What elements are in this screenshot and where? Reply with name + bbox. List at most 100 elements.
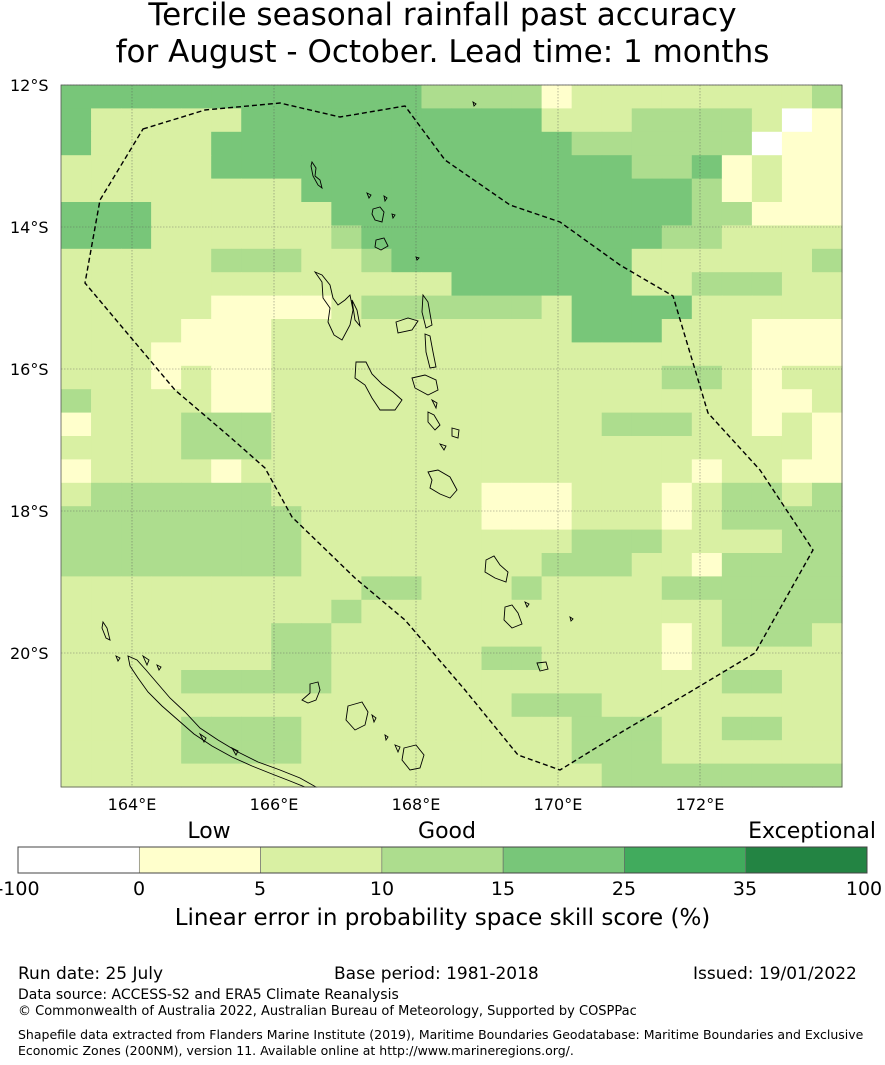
grid-cell [601,108,633,133]
grid-cell [661,740,693,765]
grid-cell [121,763,152,788]
grid-cell [181,482,212,507]
grid-cell [301,763,332,788]
grid-cell [391,342,423,367]
grid-cell [481,248,513,273]
grid-cell [451,272,483,297]
grid-cell [721,412,753,437]
grid-cell [211,716,242,741]
grid-cell [181,389,212,414]
grid-cell [631,459,663,484]
grid-cell [61,225,92,250]
grid-cell [601,342,633,367]
grid-cell [211,155,242,180]
grid-cell [361,178,393,203]
grid-cell [91,740,122,765]
grid-cell [481,623,513,648]
grid-cell [601,763,633,788]
grid-cell [61,85,92,109]
grid-cell [391,576,423,601]
grid-cell [631,85,663,109]
grid-cell [271,225,302,250]
grid-cell [361,763,393,788]
grid-cell [271,553,302,577]
grid-cell [691,436,723,460]
grid-cell [601,623,633,648]
grid-cell [811,295,843,320]
grid-cell [451,412,483,437]
cb-tick-7: 100 [845,878,883,900]
grid-cell [331,85,362,109]
grid-cell [631,155,663,180]
grid-cell [691,108,723,133]
grid-cell [91,131,122,156]
grid-cell [361,693,393,718]
grid-cell [391,646,423,671]
grid-cell [241,740,272,765]
skill-grid [61,85,843,788]
grid-cell [451,599,483,624]
grid-cell [811,412,843,437]
grid-cell [661,646,693,671]
grid-cell [391,763,423,788]
grid-cell [781,248,813,273]
cb-tick-5: 25 [611,878,637,900]
grid-cell [151,131,182,156]
grid-cell [121,342,152,367]
grid-cell [271,178,302,203]
grid-cell [481,319,513,343]
grid-cell [301,108,332,133]
grid-cell [271,482,302,507]
grid-cell [121,108,152,133]
grid-cell [511,85,543,109]
grid-cell [721,646,753,671]
grid-cell [151,412,182,437]
grid-cell [331,763,362,788]
grid-cell [541,178,573,203]
colorbar-swatch [17,846,140,874]
grid-cell [811,599,843,624]
grid-cell [421,716,453,741]
grid-cell [121,693,152,718]
grid-cell [121,459,152,484]
grid-cell [211,576,242,601]
grid-cell [421,576,453,601]
cb-tick-0: -100 [0,878,40,900]
grid-cell [301,506,332,531]
grid-cell [91,716,122,741]
grid-cell [91,436,122,460]
lon-label-172e: 172°E [675,795,725,814]
grid-cell [151,693,182,718]
grid-cell [541,389,573,414]
grid-cell [121,436,152,460]
grid-cell [451,178,483,203]
grid-cell [571,108,603,133]
grid-cell [151,576,182,601]
grid-cell [211,553,242,577]
grid-cell [301,131,332,156]
grid-cell [421,459,453,484]
grid-cell [631,506,663,531]
grid-cell [481,670,513,694]
grid-cell [691,155,723,180]
grid-cell [451,85,483,109]
grid-cell [511,412,543,437]
grid-cell [151,178,182,203]
grid-cell [631,131,663,156]
grid-cell [211,459,242,484]
grid-cell [451,248,483,273]
grid-cell [331,389,362,414]
grid-cell [571,740,603,765]
grid-cell [511,576,543,601]
grid-cell [481,389,513,414]
grid-cell [751,295,783,320]
grid-cell [421,319,453,343]
grid-cell [481,506,513,531]
grid-cell [751,482,783,507]
grid-cell [91,319,122,343]
grid-cell [61,108,92,133]
grid-cell [421,85,453,109]
grid-cell [481,482,513,507]
grid-cell [181,225,212,250]
grid-cell [451,131,483,156]
